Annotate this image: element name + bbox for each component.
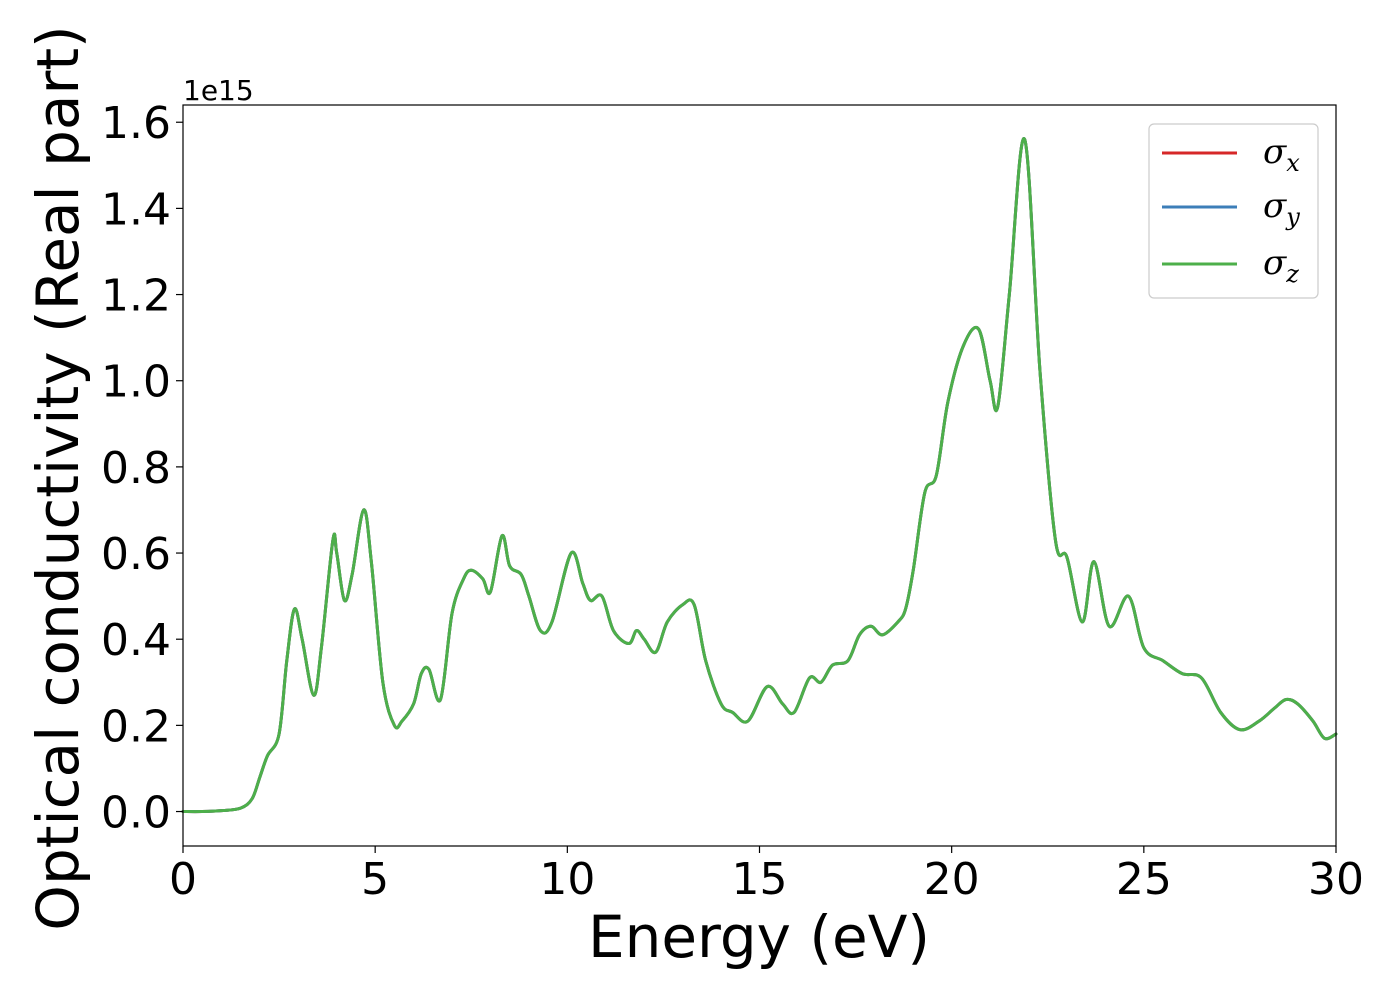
y-tick-label: 1.0 [101, 357, 171, 408]
legend-subscript: x [1286, 149, 1300, 177]
legend-subscript: z [1285, 260, 1299, 288]
legend-subscript: y [1285, 203, 1300, 231]
y-tick-label: 1.6 [101, 98, 171, 149]
x-tick-label: 5 [361, 854, 389, 905]
y-tick-label: 1.4 [101, 184, 171, 235]
legend-symbol: σ [1263, 186, 1287, 226]
legend-label-z: σz [1263, 243, 1299, 288]
legend-symbol: σ [1263, 132, 1287, 172]
y-axis-title: Optical conductivity (Real part) [24, 25, 92, 930]
legend-label-x: σx [1263, 132, 1300, 177]
legend-label-y: σy [1263, 186, 1300, 231]
x-axis-title: Energy (eV) [588, 903, 930, 971]
y-tick-label: 0.8 [101, 443, 171, 494]
series-layer [181, 137, 1338, 814]
x-tick-label: 25 [1116, 854, 1172, 905]
y-axis-ticks: 0.0 0.2 0.4 0.6 0.8 1.0 1.2 1.4 1.6 [101, 98, 183, 839]
x-tick-label: 30 [1308, 854, 1364, 905]
y-tick-label: 0.0 [101, 788, 171, 839]
x-tick-label: 10 [539, 854, 595, 905]
series-line-z [181, 137, 1338, 814]
y-tick-label: 0.6 [101, 529, 171, 580]
y-tick-label: 0.2 [101, 701, 171, 752]
x-tick-label: 0 [169, 854, 197, 905]
y-offset-label: 1e15 [183, 74, 254, 107]
legend-box [1148, 123, 1319, 299]
y-tick-label: 1.2 [101, 271, 171, 322]
x-tick-label: 20 [924, 854, 980, 905]
x-tick-label: 15 [732, 854, 788, 905]
y-tick-label: 0.4 [101, 615, 171, 666]
legend-symbol: σ [1263, 243, 1287, 283]
x-axis-ticks: 0 5 10 15 20 25 30 [169, 846, 1364, 905]
